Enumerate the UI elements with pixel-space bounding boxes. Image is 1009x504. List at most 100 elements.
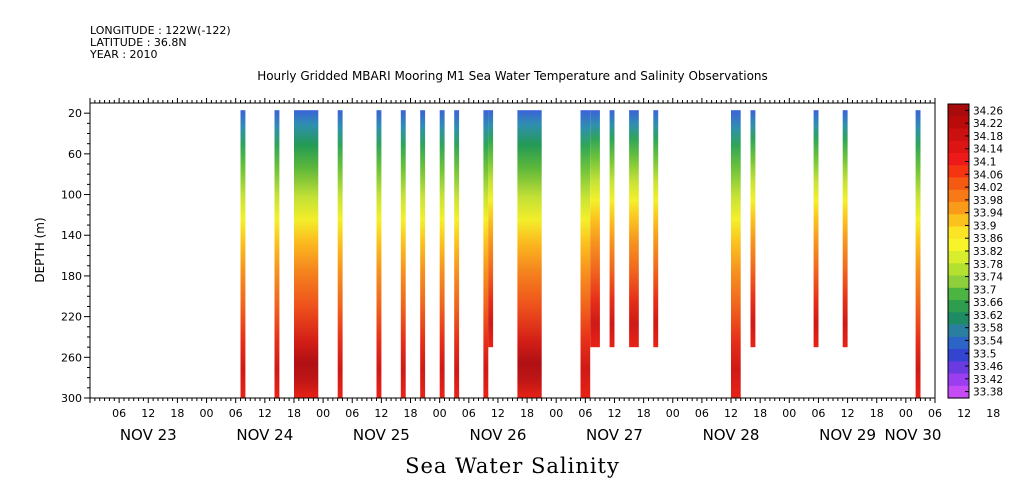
x-tick-label: 06 [112, 407, 126, 420]
data-column [609, 110, 615, 348]
colorbar-label: 33.78 [973, 259, 1003, 271]
x-tick-label: 18 [170, 407, 184, 420]
data-column [274, 110, 280, 398]
x-tick-label: 18 [753, 407, 767, 420]
y-tick-label: 260 [61, 351, 82, 364]
x-tick-label: 06 [462, 407, 476, 420]
colorbar-swatch [948, 238, 969, 252]
latitude-label: LATITUDE : 36.8N [90, 36, 187, 49]
x-tick-label: 18 [404, 407, 418, 420]
colorbar-label: 33.46 [973, 361, 1003, 373]
y-tick-label: 100 [61, 189, 82, 202]
colorbar-label: 34.22 [973, 118, 1003, 130]
x-tick-label: 06 [345, 407, 359, 420]
colorbar-swatch [948, 214, 969, 228]
colorbar-swatch [948, 104, 969, 117]
data-column [629, 110, 639, 348]
x-tick-label: 12 [841, 407, 855, 420]
data-column [488, 110, 494, 348]
x-tick-label: 18 [637, 407, 651, 420]
colorbar-label: 33.9 [973, 220, 996, 232]
data-column [915, 110, 921, 398]
colorbar-swatch [948, 226, 969, 240]
colorbar-swatch [948, 361, 969, 375]
colorbar-swatch [948, 153, 969, 166]
plot-frame [89, 102, 936, 399]
colorbar-label: 33.74 [973, 272, 1003, 284]
x-tick-label: 00 [666, 407, 680, 420]
y-tick-label: 20 [68, 107, 82, 120]
x-tick-label: 12 [491, 407, 505, 420]
colorbar-label: 34.06 [973, 169, 1003, 181]
colorbar-swatch [948, 349, 969, 362]
x-day-labels: NOV 23 NOV 24 NOV 25 NOV 26 NOV 27 NOV 28 NOV … [120, 426, 942, 444]
x-tick-label: 06 [578, 407, 592, 420]
x-day-label: NOV 29 [819, 426, 876, 444]
colorbar-label: 33.98 [973, 195, 1003, 207]
x-tick-label: 06 [811, 407, 825, 420]
colorbar-swatch [948, 263, 969, 277]
y-tick-label: 60 [68, 148, 82, 161]
chart-title: Hourly Gridded MBARI Mooring M1 Sea Wate… [257, 69, 768, 83]
data-column [400, 110, 406, 398]
colorbar-label: 34.1 [973, 157, 996, 169]
x-tick-label: 06 [229, 407, 243, 420]
x-tick-label: 00 [433, 407, 447, 420]
colorbar-swatch [948, 140, 969, 154]
x-day-label: NOV 26 [469, 426, 526, 444]
colorbar-swatch [948, 385, 969, 399]
x-tick-label: 18 [520, 407, 534, 420]
x-tick-label: 00 [782, 407, 796, 420]
year-label: YEAR : 2010 [90, 48, 158, 61]
data-column [517, 110, 542, 398]
x-tick-label: 12 [374, 407, 388, 420]
colorbar-label: 33.86 [973, 233, 1003, 245]
colorbar-swatch [948, 128, 969, 142]
data-column [376, 110, 382, 398]
colorbar-label: 33.5 [973, 348, 996, 360]
colorbar-swatch [948, 287, 969, 301]
x-tick-label: 12 [607, 407, 621, 420]
variable-label: Sea Water Salinity [405, 454, 620, 478]
x-day-label: NOV 27 [586, 426, 643, 444]
x-tick-label: 18 [986, 407, 1000, 420]
colorbar-swatch [948, 275, 969, 289]
colorbar-swatch [948, 300, 969, 313]
colorbar-swatch [948, 312, 969, 326]
data-column [337, 110, 343, 398]
x-tick-label: 00 [200, 407, 214, 420]
data-column [580, 110, 591, 398]
colorbar-swatch [948, 165, 969, 179]
x-tick-label: 06 [928, 407, 942, 420]
colorbar-swatch [948, 177, 969, 191]
colorbar-label: 33.7 [973, 284, 996, 296]
x-tick-label: 12 [724, 407, 738, 420]
colorbar-swatch [948, 251, 969, 264]
colorbar: 34.2634.2234.1834.1434.134.0634.0233.983… [947, 103, 1003, 399]
colorbar-label: 34.14 [973, 144, 1003, 156]
colorbar-label: 33.42 [973, 374, 1003, 386]
colorbar-swatch [948, 373, 969, 387]
data-column [439, 110, 445, 398]
colorbar-label: 33.54 [973, 335, 1003, 347]
x-day-label: NOV 25 [353, 426, 410, 444]
colorbar-label: 34.26 [973, 105, 1003, 117]
data-column [454, 110, 460, 398]
longitude-label: LONGITUDE : 122W(-122) [90, 24, 231, 37]
colorbar-swatch [948, 202, 969, 215]
data-column [483, 110, 489, 398]
y-tick-label: 180 [61, 270, 82, 283]
data-columns [240, 110, 921, 398]
data-column [294, 110, 319, 398]
x-day-label: NOV 28 [703, 426, 760, 444]
x-day-label: NOV 30 [885, 426, 942, 444]
y-axis-label: DEPTH (m) [33, 217, 47, 282]
colorbar-label: 33.62 [973, 310, 1003, 322]
colorbar-label: 33.38 [973, 387, 1003, 399]
colorbar-label: 33.82 [973, 246, 1003, 258]
data-column [590, 110, 600, 348]
x-tick-label: 00 [549, 407, 563, 420]
colorbar-label: 34.02 [973, 182, 1003, 194]
data-column [240, 110, 246, 398]
